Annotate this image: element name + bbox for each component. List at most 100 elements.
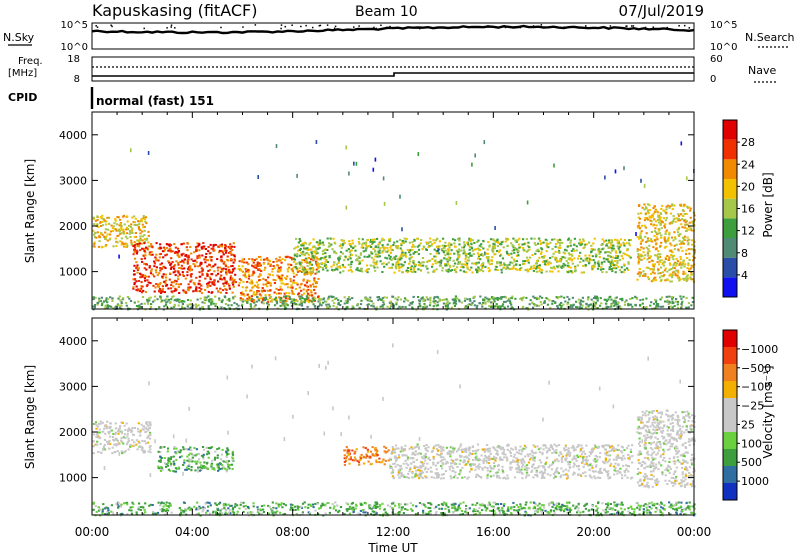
echo-cell: [512, 267, 515, 270]
echo-cell: [503, 295, 506, 298]
echo-cell: [399, 307, 402, 310]
echo-cell: [408, 447, 411, 450]
echo-cell: [514, 448, 517, 451]
echo-cell: [157, 247, 160, 250]
echo-cell: [619, 306, 622, 309]
echo-cell: [575, 245, 578, 248]
echo-cell: [389, 464, 392, 467]
echo-cell: [264, 279, 267, 282]
echo-cell: [316, 261, 319, 264]
echo-cell: [471, 239, 474, 242]
echo-cell: [127, 448, 130, 451]
echo-cell: [203, 461, 206, 464]
colorbar-cell: [723, 238, 737, 258]
nsky-dot: [333, 27, 336, 30]
echo-cell: [593, 305, 596, 308]
echo-cell: [234, 281, 237, 284]
echo-cell: [400, 242, 403, 245]
echo-cell: [164, 279, 168, 282]
echo-cell: [184, 254, 187, 257]
echo-cell: [651, 260, 655, 262]
echo-cell: [394, 455, 397, 458]
echo-cell: [506, 305, 510, 308]
echo-cell: [481, 459, 484, 462]
echo-cell: [468, 303, 471, 306]
echo-cell: [154, 256, 157, 259]
echo-cell: [680, 266, 683, 269]
echo-cell: [199, 461, 202, 464]
echo-cell: [141, 296, 145, 298]
echo-cell: [317, 244, 320, 247]
nsky-dot: [644, 26, 647, 29]
echo-cell: [301, 259, 304, 261]
echo-cell: [610, 462, 613, 465]
echo-cell: [464, 257, 467, 260]
echo-cell: [431, 263, 434, 266]
echo-cell: [489, 301, 493, 304]
echo-cell: [173, 447, 176, 450]
echo-cell: [382, 301, 385, 303]
echo-cell: [235, 303, 238, 306]
echo-cell: [467, 476, 470, 479]
echo-cell: [107, 441, 110, 444]
echo-cell: [571, 296, 574, 299]
echo-cell: [641, 239, 644, 242]
echo-cell: [99, 232, 102, 235]
echo-cell: [610, 265, 613, 267]
echo-cell: [231, 459, 234, 462]
echo-cell: [225, 288, 228, 291]
echo-cell: [623, 263, 626, 266]
echo-cell: [459, 471, 462, 473]
echo-cell: [259, 297, 262, 300]
echo-cell: [437, 449, 440, 452]
echo-cell: [557, 249, 561, 252]
echo-cell: [522, 459, 525, 462]
echo-cell: [506, 266, 509, 269]
echo-cell: [639, 299, 642, 302]
echo-cell: [371, 241, 374, 244]
echo-cell: [391, 263, 395, 266]
echo-cell: [173, 252, 177, 254]
echo-cell: [221, 467, 224, 470]
echo-cell: [298, 267, 301, 270]
echo-cell: [543, 255, 546, 257]
echo-cell: [669, 263, 672, 266]
echo-cell: [158, 283, 161, 286]
echo-cell: [666, 299, 669, 302]
echo-cell: [445, 257, 448, 260]
echo-cell: [564, 256, 567, 259]
echo-cell: [676, 276, 680, 279]
echo-cell: [659, 212, 662, 215]
echo-cell: [269, 264, 272, 267]
echo-cell: [359, 457, 362, 460]
nsky-dot: [563, 26, 566, 28]
echo-cell: [384, 447, 388, 449]
echo-cell: [475, 449, 478, 452]
nsky-dot: [284, 25, 287, 28]
echo-cell: [690, 271, 693, 274]
echo-cell: [258, 262, 261, 265]
echo-cell: [670, 236, 674, 239]
echo-cell: [200, 292, 204, 295]
echo-cell: [492, 242, 495, 245]
echo-cell: [481, 467, 484, 470]
echo-cell: [370, 304, 373, 307]
echo-cell: [144, 442, 148, 445]
echo-cell: [325, 305, 329, 308]
echo-cell: [306, 249, 309, 251]
echo-cell: [99, 300, 102, 302]
echo-cell: [482, 302, 485, 304]
echo-cell: [568, 306, 572, 309]
colorbar-tick-label: 8: [741, 247, 748, 260]
echo-cell: [623, 303, 627, 306]
echo-cell: [120, 232, 123, 235]
echo-cell: [227, 304, 230, 307]
echo-cell: [668, 295, 671, 298]
echo-cell: [139, 249, 142, 252]
echo-cell: [404, 459, 407, 462]
echo-cell: [678, 262, 681, 265]
echo-cell: [210, 303, 213, 306]
echo-cell: [544, 260, 547, 263]
echo-cell: [312, 285, 316, 288]
echo-cell: [416, 245, 419, 248]
